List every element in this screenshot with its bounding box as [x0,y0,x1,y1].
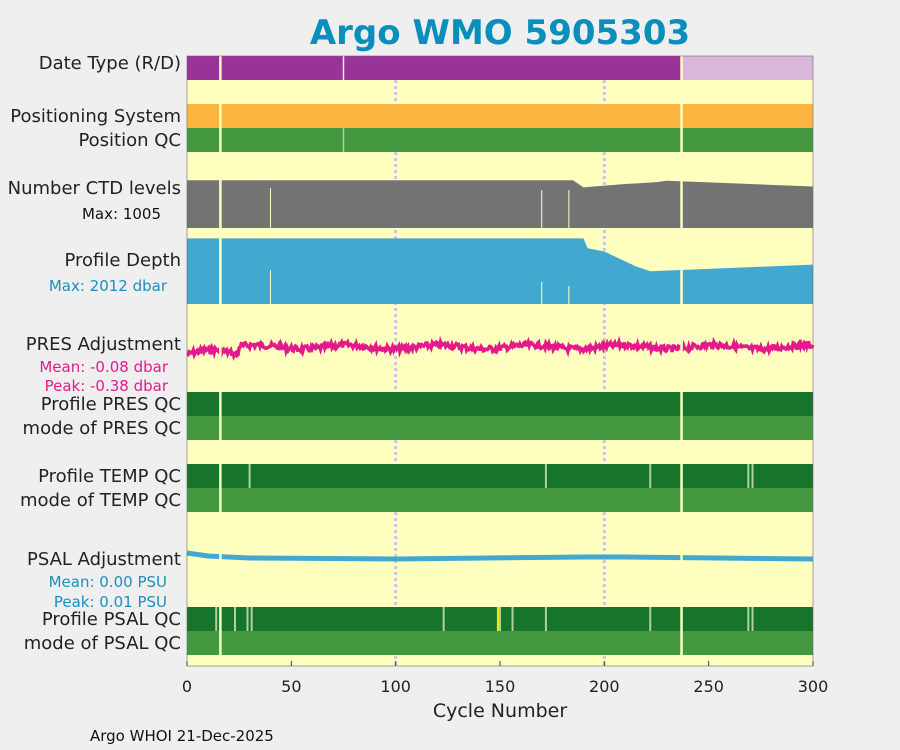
label-pres-adjustment: PRES Adjustment [26,334,181,355]
label-positioning-system: Positioning System [10,106,181,127]
x-tick-label-250: 250 [693,677,724,696]
label-psal-adjustment: PSAL Adjustment [27,549,181,570]
label-profile-pres-qc: Profile PRES QC [41,394,181,415]
missing-cycle-lines [219,56,683,666]
footer-credit: Argo WHOI 21-Dec-2025 [90,727,274,745]
label-mode-pres-qc: mode of PRES QC [23,418,181,439]
plot-background [187,56,813,666]
data-bands [186,56,815,655]
label-ctd-levels: Number CTD levels [8,178,181,199]
label-mode-psal-qc: mode of PSAL QC [24,633,181,654]
band-realtime [187,56,682,80]
chart-title: Argo WMO 5905303 [310,13,690,53]
label-depth-max: Max: 2012 dbar [49,277,168,295]
band-mode-temp-qc [187,488,813,512]
x-tick-label-300: 300 [798,677,829,696]
psal-adjustment-line [186,550,814,562]
label-pres-peak: Peak: -0.38 dbar [45,377,169,395]
band-positioning [187,104,813,128]
label-pres-mean: Mean: -0.08 dbar [39,358,169,376]
band-delayed [681,56,813,80]
band-mode-pres-qc [187,416,813,440]
label-position-qc: Position QC [78,130,181,151]
label-date-type: Date Type (R/D) [39,53,181,74]
x-tick-label-100: 100 [380,677,411,696]
qc-marks [215,56,754,631]
x-axis-label: Cycle Number [433,700,567,722]
label-mode-temp-qc: mode of TEMP QC [20,490,181,511]
band-ctd-levels [187,180,813,228]
label-ctd-max: Max: 1005 [82,205,161,223]
band-position-qc [187,128,813,152]
x-tick-label-0: 0 [182,677,192,696]
label-profile-temp-qc: Profile TEMP QC [38,466,181,487]
pres-adjustment-line [186,335,815,361]
band-profile-depth [187,238,813,304]
label-profile-depth: Profile Depth [64,250,181,271]
band-mode-psal-qc [187,631,813,655]
x-tick-label-200: 200 [589,677,620,696]
x-axis: 0 50 100 150 200 250 300 [182,661,828,696]
band-profile-temp-qc [187,464,813,488]
label-psal-peak: Peak: 0.01 PSU [54,593,167,611]
x-tick-label-50: 50 [281,677,301,696]
label-psal-mean: Mean: 0.00 PSU [49,573,167,591]
band-profile-pres-qc [187,392,813,416]
label-profile-psal-qc: Profile PSAL QC [42,609,181,630]
x-tick-label-150: 150 [485,677,516,696]
